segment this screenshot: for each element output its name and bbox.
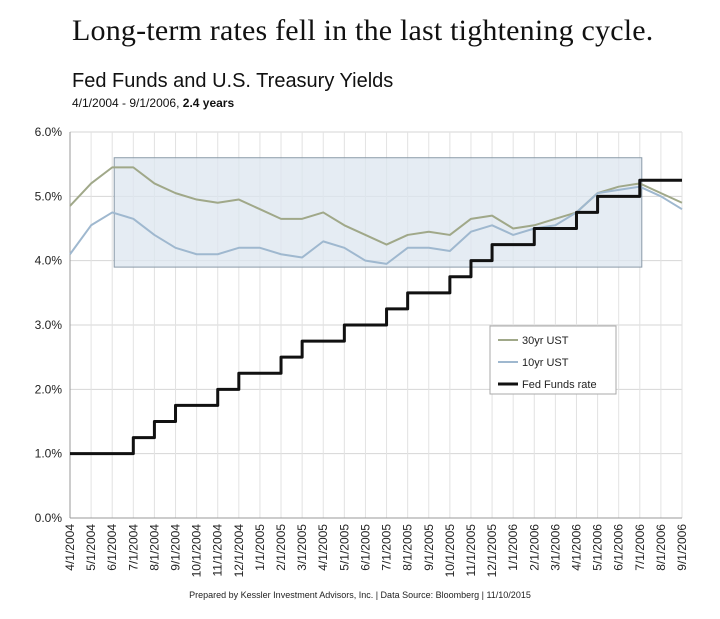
x-tick-label: 11/1/2005 (464, 524, 478, 577)
x-tick-label: 8/1/2005 (401, 524, 415, 571)
x-tick-label: 12/1/2005 (485, 524, 499, 578)
headline: Long-term rates fell in the last tighten… (72, 14, 654, 47)
x-tick-label: 2/1/2005 (274, 524, 288, 571)
y-tick-label: 4.0% (35, 254, 63, 268)
x-tick-label: 5/1/2004 (84, 524, 98, 571)
legend-label: 10yr UST (522, 357, 569, 369)
x-tick-label: 4/1/2004 (63, 524, 77, 571)
legend-label: Fed Funds rate (522, 379, 597, 391)
chart-title: Fed Funds and U.S. Treasury Yields (72, 70, 394, 92)
x-tick-label: 9/1/2004 (169, 524, 183, 571)
series-line-2 (69, 185, 683, 265)
y-tick-label: 6.0% (35, 125, 63, 139)
series-lines (69, 166, 683, 456)
x-axis-ticks: 4/1/2004 5/1/2004 6/1/2004 7/1/2004 8/1/2004… (63, 524, 689, 578)
highlight-box (113, 157, 643, 268)
legend: 30yr UST 10yr UST Fed Funds rate (489, 325, 617, 395)
y-tick-label: 2.0% (35, 382, 63, 396)
x-tick-label: 9/1/2006 (675, 524, 689, 571)
subtitle-date-range: 4/1/2004 - 9/1/2006, (72, 96, 183, 110)
x-tick-label: 6/1/2004 (105, 524, 119, 571)
series-line-3 (70, 178, 682, 456)
x-tick-label: 5/1/2006 (591, 524, 605, 571)
y-tick-label: 1.0% (35, 447, 63, 461)
x-tick-label: 5/1/2005 (337, 524, 351, 571)
x-tick-label: 10/1/2004 (190, 524, 204, 578)
x-tick-label: 7/1/2004 (126, 524, 140, 571)
x-tick-label: 3/1/2005 (295, 524, 309, 571)
y-tick-label: 0.0% (35, 511, 63, 525)
y-tick-label: 3.0% (35, 318, 63, 332)
x-tick-label: 12/1/2004 (232, 524, 246, 578)
x-tick-label: 11/1/2004 (211, 524, 225, 577)
x-tick-label: 1/1/2006 (506, 524, 520, 571)
x-tick-label: 6/1/2005 (358, 524, 372, 571)
x-tick-label: 8/1/2006 (654, 524, 668, 571)
x-tick-label: 1/1/2005 (253, 524, 267, 571)
x-tick-label: 3/1/2006 (548, 524, 562, 571)
subtitle-duration: 2.4 years (182, 96, 235, 110)
legend-label: 30yr UST (522, 335, 569, 347)
x-tick-label: 7/1/2005 (380, 524, 394, 571)
chart-subtitle: 4/1/2004 - 9/1/2006, 2.4 years (72, 96, 234, 110)
x-tick-label: 4/1/2005 (316, 524, 330, 571)
x-tick-label: 7/1/2006 (633, 524, 647, 571)
x-tick-label: 4/1/2006 (569, 524, 583, 571)
x-tick-label: 2/1/2006 (527, 524, 541, 571)
x-tick-label: 8/1/2004 (147, 524, 161, 571)
y-tick-label: 5.0% (35, 189, 63, 203)
y-axis-ticks: 0.0% 1.0% 2.0% 3.0% 4.0% 5.0% 6.0% (35, 125, 63, 525)
x-tick-label: 9/1/2005 (422, 524, 436, 571)
x-tick-label: 6/1/2006 (612, 524, 626, 571)
x-tick-label: 10/1/2005 (443, 524, 457, 578)
footer-note: Prepared by Kessler Investment Advisors,… (189, 590, 531, 600)
